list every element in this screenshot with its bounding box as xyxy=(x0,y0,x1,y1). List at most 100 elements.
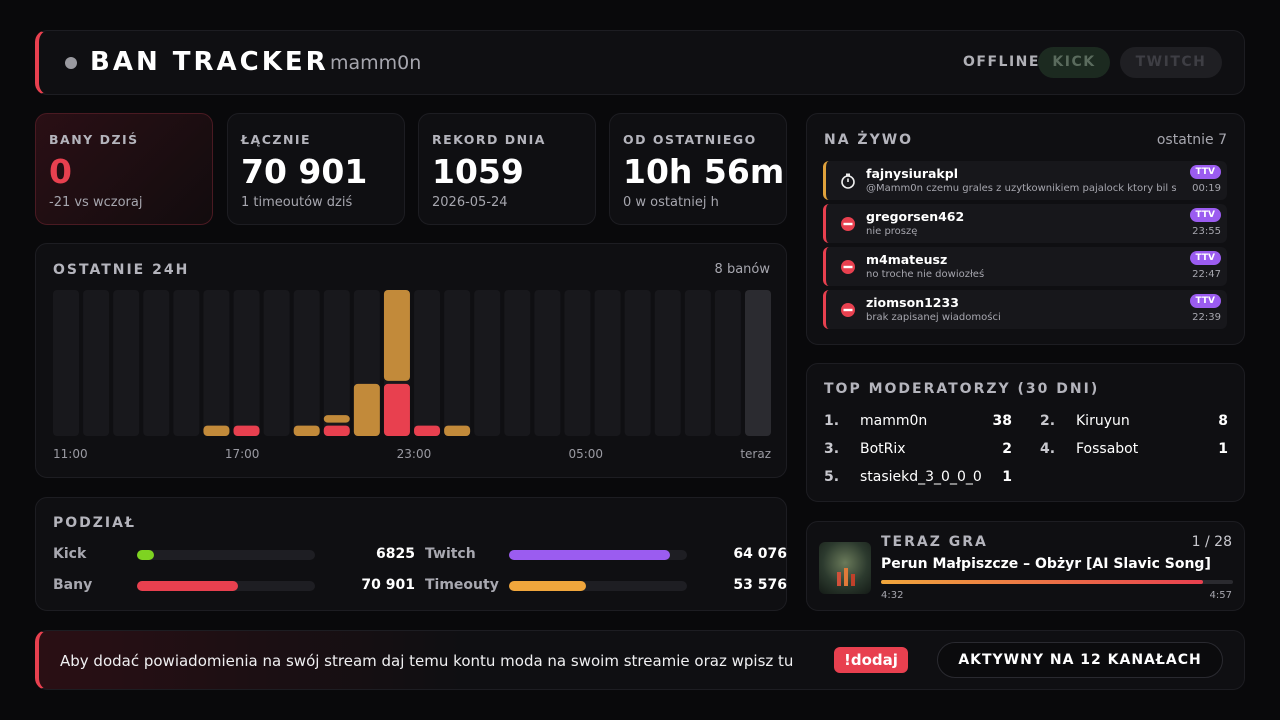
bar-segment xyxy=(293,425,320,436)
feed-item: ziomson1233 brak zapisanej wiadomości TTV 2… xyxy=(823,290,1227,329)
feed-icon xyxy=(841,303,855,317)
song-title: Perun Małpiszcze – Obżyr [AI Slavic Song… xyxy=(881,556,1211,572)
bar-track xyxy=(534,290,561,436)
twitch-button[interactable]: TWITCH xyxy=(1120,47,1222,78)
stat-value: 10h 56m xyxy=(623,152,785,191)
timeout-icon xyxy=(841,175,855,189)
bar-track xyxy=(323,290,350,436)
app-title: BAN TRACKER xyxy=(90,47,329,77)
bar-track xyxy=(745,290,771,436)
feed-message: brak zapisanej wiadomości xyxy=(866,312,1001,323)
chart-subtitle: 8 banów xyxy=(714,262,770,277)
mod-count: 8 xyxy=(1218,413,1228,429)
bar-track xyxy=(624,290,651,436)
feed-time: 22:47 xyxy=(1192,269,1221,280)
feed-name: m4mateusz xyxy=(866,252,948,267)
bar-segment xyxy=(323,415,350,423)
split-name: Bany xyxy=(53,577,93,593)
bar-track xyxy=(564,290,591,436)
stat-card: REKORD DNIA 1059 2026-05-24 xyxy=(418,113,596,225)
kick-button[interactable]: KICK xyxy=(1038,47,1110,78)
split-value: 64 076 xyxy=(733,546,787,562)
feed-icon xyxy=(841,217,855,231)
stat-value: 0 xyxy=(49,152,72,191)
bar-track xyxy=(444,290,471,436)
bar-segment xyxy=(414,425,441,436)
feed-name: gregorsen462 xyxy=(866,209,965,224)
bar-segment xyxy=(233,425,260,436)
bar-track xyxy=(113,290,140,436)
mod-name: Fossabot xyxy=(1076,441,1139,457)
bar-track xyxy=(53,290,79,436)
split-value: 70 901 xyxy=(361,577,415,593)
mod-name: BotRix xyxy=(860,441,906,457)
live-panel: NA ŻYWO ostatnie 7 fajnysiurakpl @Mamm0n … xyxy=(806,113,1245,345)
bar-track xyxy=(203,290,230,436)
bar-chart xyxy=(53,290,771,436)
ban-icon-bar xyxy=(843,265,853,269)
bar-track xyxy=(414,290,441,436)
mod-count: 1 xyxy=(1218,441,1228,457)
moderators-panel: TOP MODERATORZY (30 DNI) 1. mamm0n 38 2. Kir… xyxy=(806,363,1245,502)
feed-name: fajnysiurakpl xyxy=(866,166,958,181)
x-tick-label: 23:00 xyxy=(396,447,432,461)
album-art xyxy=(819,542,871,594)
feed-message: @Mamm0n czemu grales z uzytkownikiem paj… xyxy=(866,183,1176,194)
bar-track xyxy=(263,290,290,436)
mod-name: mamm0n xyxy=(860,413,928,429)
bar-track xyxy=(684,290,711,436)
platform-badge: TTV xyxy=(1189,208,1221,222)
status-dot xyxy=(65,57,77,69)
stat-label: OD OSTATNIEGO xyxy=(623,132,757,147)
elapsed-time: 4:32 xyxy=(881,590,904,601)
split-value: 53 576 xyxy=(733,577,787,593)
bar-track xyxy=(714,290,741,436)
bar-track xyxy=(143,290,170,436)
x-tick-label: 05:00 xyxy=(568,447,604,461)
timeout-icon-top xyxy=(846,173,850,176)
stat-card: OD OSTATNIEGO 10h 56m 0 w ostatniej h xyxy=(609,113,787,225)
split-name: Timeouty xyxy=(425,577,499,593)
x-axis: 11:00 17:00 23:00 05:00 teraz xyxy=(53,447,771,461)
split-bar xyxy=(509,581,586,591)
platform-badge: TTV xyxy=(1189,294,1221,308)
mod-name: Kiruyun xyxy=(1076,413,1130,429)
bar-track xyxy=(504,290,531,436)
ban-icon-bar xyxy=(843,222,853,226)
status-text: OFFLINE xyxy=(963,54,1040,70)
now-playing-title: TERAZ GRA xyxy=(881,534,988,550)
split-title: PODZIAŁ xyxy=(53,515,136,531)
split-track xyxy=(509,550,687,560)
bar-segment xyxy=(203,425,230,436)
feed-time: 22:39 xyxy=(1192,312,1221,323)
stat-card: ŁĄCZNIE 70 901 1 timeoutów dziś xyxy=(227,113,405,225)
footer-message: Aby dodać powiadomienia na swój stream d… xyxy=(60,652,794,670)
mod-rank: 5. xyxy=(824,469,840,485)
bar-segment xyxy=(383,383,410,436)
stat-card: BANY DZIŚ 0 -21 vs wczoraj xyxy=(35,113,213,225)
feed-name: ziomson1233 xyxy=(866,295,959,310)
split-track xyxy=(509,581,687,591)
footer: Aby dodać powiadomienia na swój stream d… xyxy=(35,630,1245,690)
ban-icon-bar xyxy=(843,308,853,312)
track-position: 1 / 28 xyxy=(1191,534,1232,550)
bar-track xyxy=(293,290,320,436)
feed-item: gregorsen462 nie proszę TTV 23:55 xyxy=(823,204,1227,243)
mod-rank: 3. xyxy=(824,441,840,457)
mod-rank: 1. xyxy=(824,413,840,429)
bar-segment xyxy=(323,425,350,436)
bar-track xyxy=(474,290,501,436)
split-name: Twitch xyxy=(425,546,476,562)
moderators-title: TOP MODERATORZY (30 DNI) xyxy=(824,381,1100,397)
split-bar xyxy=(137,581,239,591)
mod-count: 38 xyxy=(992,413,1012,429)
progress-track xyxy=(881,580,1233,584)
split-track xyxy=(137,581,315,591)
channel-name: mamm0n xyxy=(330,52,422,74)
split-bar xyxy=(137,550,155,560)
stat-sub: -21 vs wczoraj xyxy=(49,195,143,210)
bar-segment xyxy=(444,425,471,436)
split-name: Kick xyxy=(53,546,87,562)
stat-label: BANY DZIŚ xyxy=(49,132,139,147)
